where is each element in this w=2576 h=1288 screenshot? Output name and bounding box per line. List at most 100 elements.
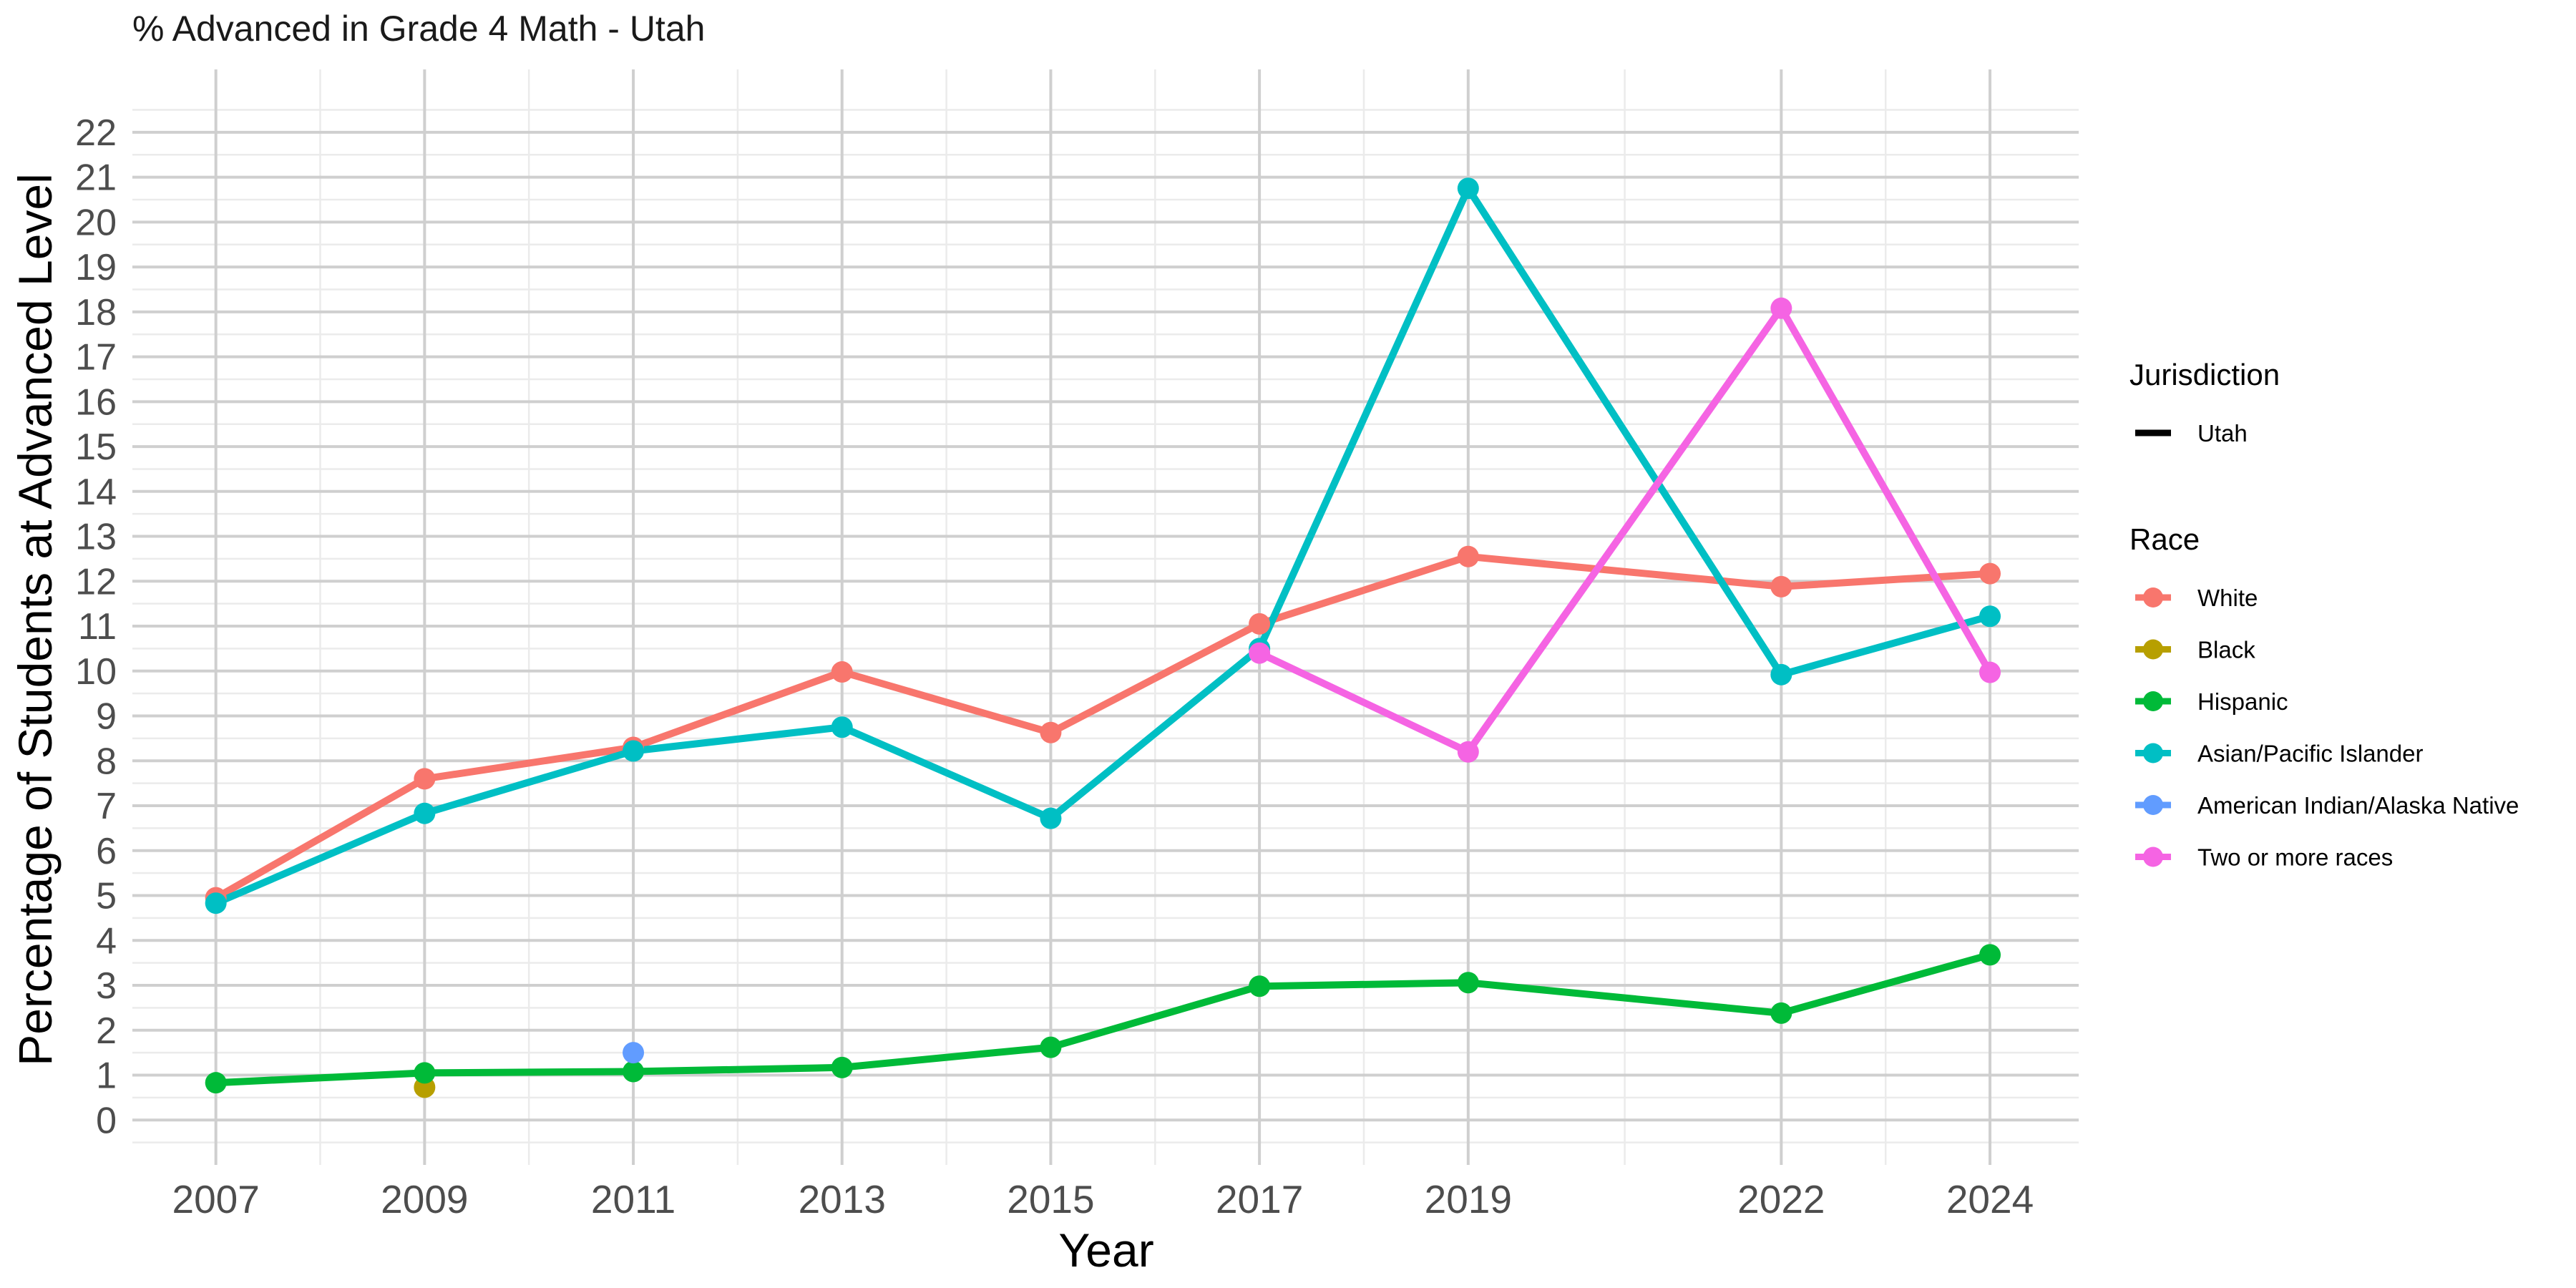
data-point-two-or-more-races-2019	[1457, 741, 1479, 763]
x-tick-label: 2011	[591, 1177, 675, 1221]
series-line-asian-pacific-islander	[212, 185, 1994, 907]
legend-key-point-asian-pacific-islander	[2143, 743, 2163, 763]
y-tick-label: 16	[75, 381, 117, 423]
y-tick-label: 19	[75, 247, 117, 288]
series-asian-pacific-islander	[212, 185, 1994, 907]
series-points-two-or-more-races	[1249, 297, 2001, 763]
data-point-asian-pacific-islander-2015	[1040, 807, 1062, 829]
legend-item-label-asian-pacific-islander: Asian/Pacific Islander	[2197, 741, 2423, 767]
data-point-american-indian-alaska-native-2011	[623, 1042, 645, 1064]
data-point-white-2024	[1979, 562, 2001, 585]
data-point-asian-pacific-islander-2009	[414, 802, 436, 824]
data-point-hispanic-2011	[623, 1060, 645, 1083]
plot-series	[205, 177, 2001, 1098]
y-tick-label: 13	[75, 517, 117, 558]
series-line-white	[212, 552, 1994, 902]
y-tick-label: 9	[96, 696, 117, 738]
series-two-or-more-races	[1256, 304, 1994, 756]
y-tick-label: 10	[75, 651, 117, 693]
data-point-asian-pacific-islander-2024	[1979, 605, 2001, 628]
series-points-asian-pacific-islander	[205, 177, 2001, 914]
legend-jurisdiction-title: Jurisdiction	[2129, 358, 2280, 391]
data-point-hispanic-2013	[831, 1056, 853, 1078]
y-tick-label: 3	[96, 965, 117, 1007]
data-point-white-2019	[1457, 545, 1479, 567]
series-points-american-indian-alaska-native	[623, 1042, 645, 1064]
data-point-hispanic-2022	[1770, 1002, 1792, 1024]
data-point-hispanic-2017	[1249, 975, 1271, 997]
legend-race: Race White Black Hispanic Asian/Pacific Isl…	[2129, 522, 2519, 871]
data-point-hispanic-2009	[414, 1062, 436, 1084]
data-point-white-2009	[414, 768, 436, 790]
y-tick-label: 4	[96, 920, 117, 962]
data-point-two-or-more-races-2022	[1770, 297, 1792, 319]
x-tick-label: 2015	[1007, 1177, 1094, 1221]
y-tick-label: 8	[96, 741, 117, 782]
y-tick-label: 20	[75, 202, 117, 243]
y-tick-label: 2	[96, 1010, 117, 1052]
legend-key-point-two-or-more-races	[2143, 847, 2163, 867]
legend-key-point-hispanic	[2143, 691, 2163, 711]
data-point-asian-pacific-islander-2022	[1770, 663, 1792, 686]
data-point-asian-pacific-islander-2013	[831, 716, 853, 738]
legend-item-label-hispanic: Hispanic	[2197, 688, 2288, 715]
legend-item-label: Utah	[2197, 420, 2248, 447]
data-point-hispanic-2024	[1979, 944, 2001, 966]
series-line-two-or-more-races	[1256, 304, 1994, 756]
series-points-white	[205, 545, 2001, 909]
legend-jurisdiction: Jurisdiction Utah	[2129, 358, 2280, 447]
data-point-two-or-more-races-2024	[1979, 661, 2001, 683]
y-tick-label: 5	[96, 876, 117, 917]
x-tick-label: 2022	[1737, 1177, 1825, 1221]
data-point-white-2013	[831, 661, 853, 683]
x-tick-label: 2009	[381, 1177, 468, 1221]
x-tick-label: 2007	[172, 1177, 259, 1221]
data-point-white-2017	[1249, 613, 1271, 635]
series-hispanic	[212, 951, 1994, 1087]
y-tick-label: 7	[96, 786, 117, 827]
x-tick-label: 2024	[1946, 1177, 2034, 1221]
legend-item-label-two-or-more-races: Two or more races	[2197, 844, 2393, 871]
y-tick-label: 6	[96, 831, 117, 872]
series-points-hispanic	[205, 944, 2001, 1094]
data-point-asian-pacific-islander-2007	[205, 892, 227, 914]
legend-race-title: Race	[2129, 522, 2200, 556]
x-axis-title: Year	[1058, 1224, 1153, 1277]
y-tick-label: 17	[75, 337, 117, 379]
chart-title: % Advanced in Grade 4 Math - Utah	[132, 9, 705, 49]
data-point-white-2015	[1040, 721, 1062, 743]
y-tick-label: 0	[96, 1100, 117, 1141]
x-axis-ticks: 2007 2009 2011 2013 2015 2017 2019 2022 2024	[172, 1177, 2034, 1221]
series-line-hispanic	[212, 951, 1994, 1087]
y-tick-label: 21	[75, 157, 117, 199]
legend-item-label-white: White	[2197, 585, 2258, 611]
y-axis-title: Percentage of Students at Advanced Level	[9, 173, 62, 1066]
data-point-asian-pacific-islander-2011	[623, 740, 645, 762]
data-point-asian-pacific-islander-2019	[1457, 177, 1479, 200]
x-tick-label: 2019	[1425, 1177, 1512, 1221]
data-point-two-or-more-races-2017	[1249, 642, 1271, 664]
data-point-hispanic-2019	[1457, 972, 1479, 994]
y-tick-label: 1	[96, 1055, 117, 1097]
x-tick-label: 2013	[799, 1177, 886, 1221]
legend-key-point-white	[2143, 587, 2163, 608]
data-point-hispanic-2015	[1040, 1036, 1062, 1058]
y-tick-label: 18	[75, 292, 117, 333]
legend-item-label-american-indian-alaska-native: American Indian/Alaska Native	[2197, 792, 2519, 819]
legend-item-label-black: Black	[2197, 637, 2255, 663]
y-tick-label: 12	[75, 561, 117, 602]
y-tick-label: 11	[78, 606, 117, 648]
x-tick-label: 2017	[1216, 1177, 1303, 1221]
legend-key-point-american-indian-alaska-native	[2143, 795, 2163, 815]
series-white	[212, 552, 1994, 902]
data-point-white-2022	[1770, 575, 1792, 597]
gridlines	[132, 69, 2079, 1165]
y-tick-label: 22	[75, 112, 117, 154]
legend-key-point-black	[2143, 639, 2163, 660]
y-tick-label: 15	[75, 426, 117, 468]
y-tick-label: 14	[75, 472, 117, 513]
data-point-hispanic-2007	[205, 1072, 227, 1094]
